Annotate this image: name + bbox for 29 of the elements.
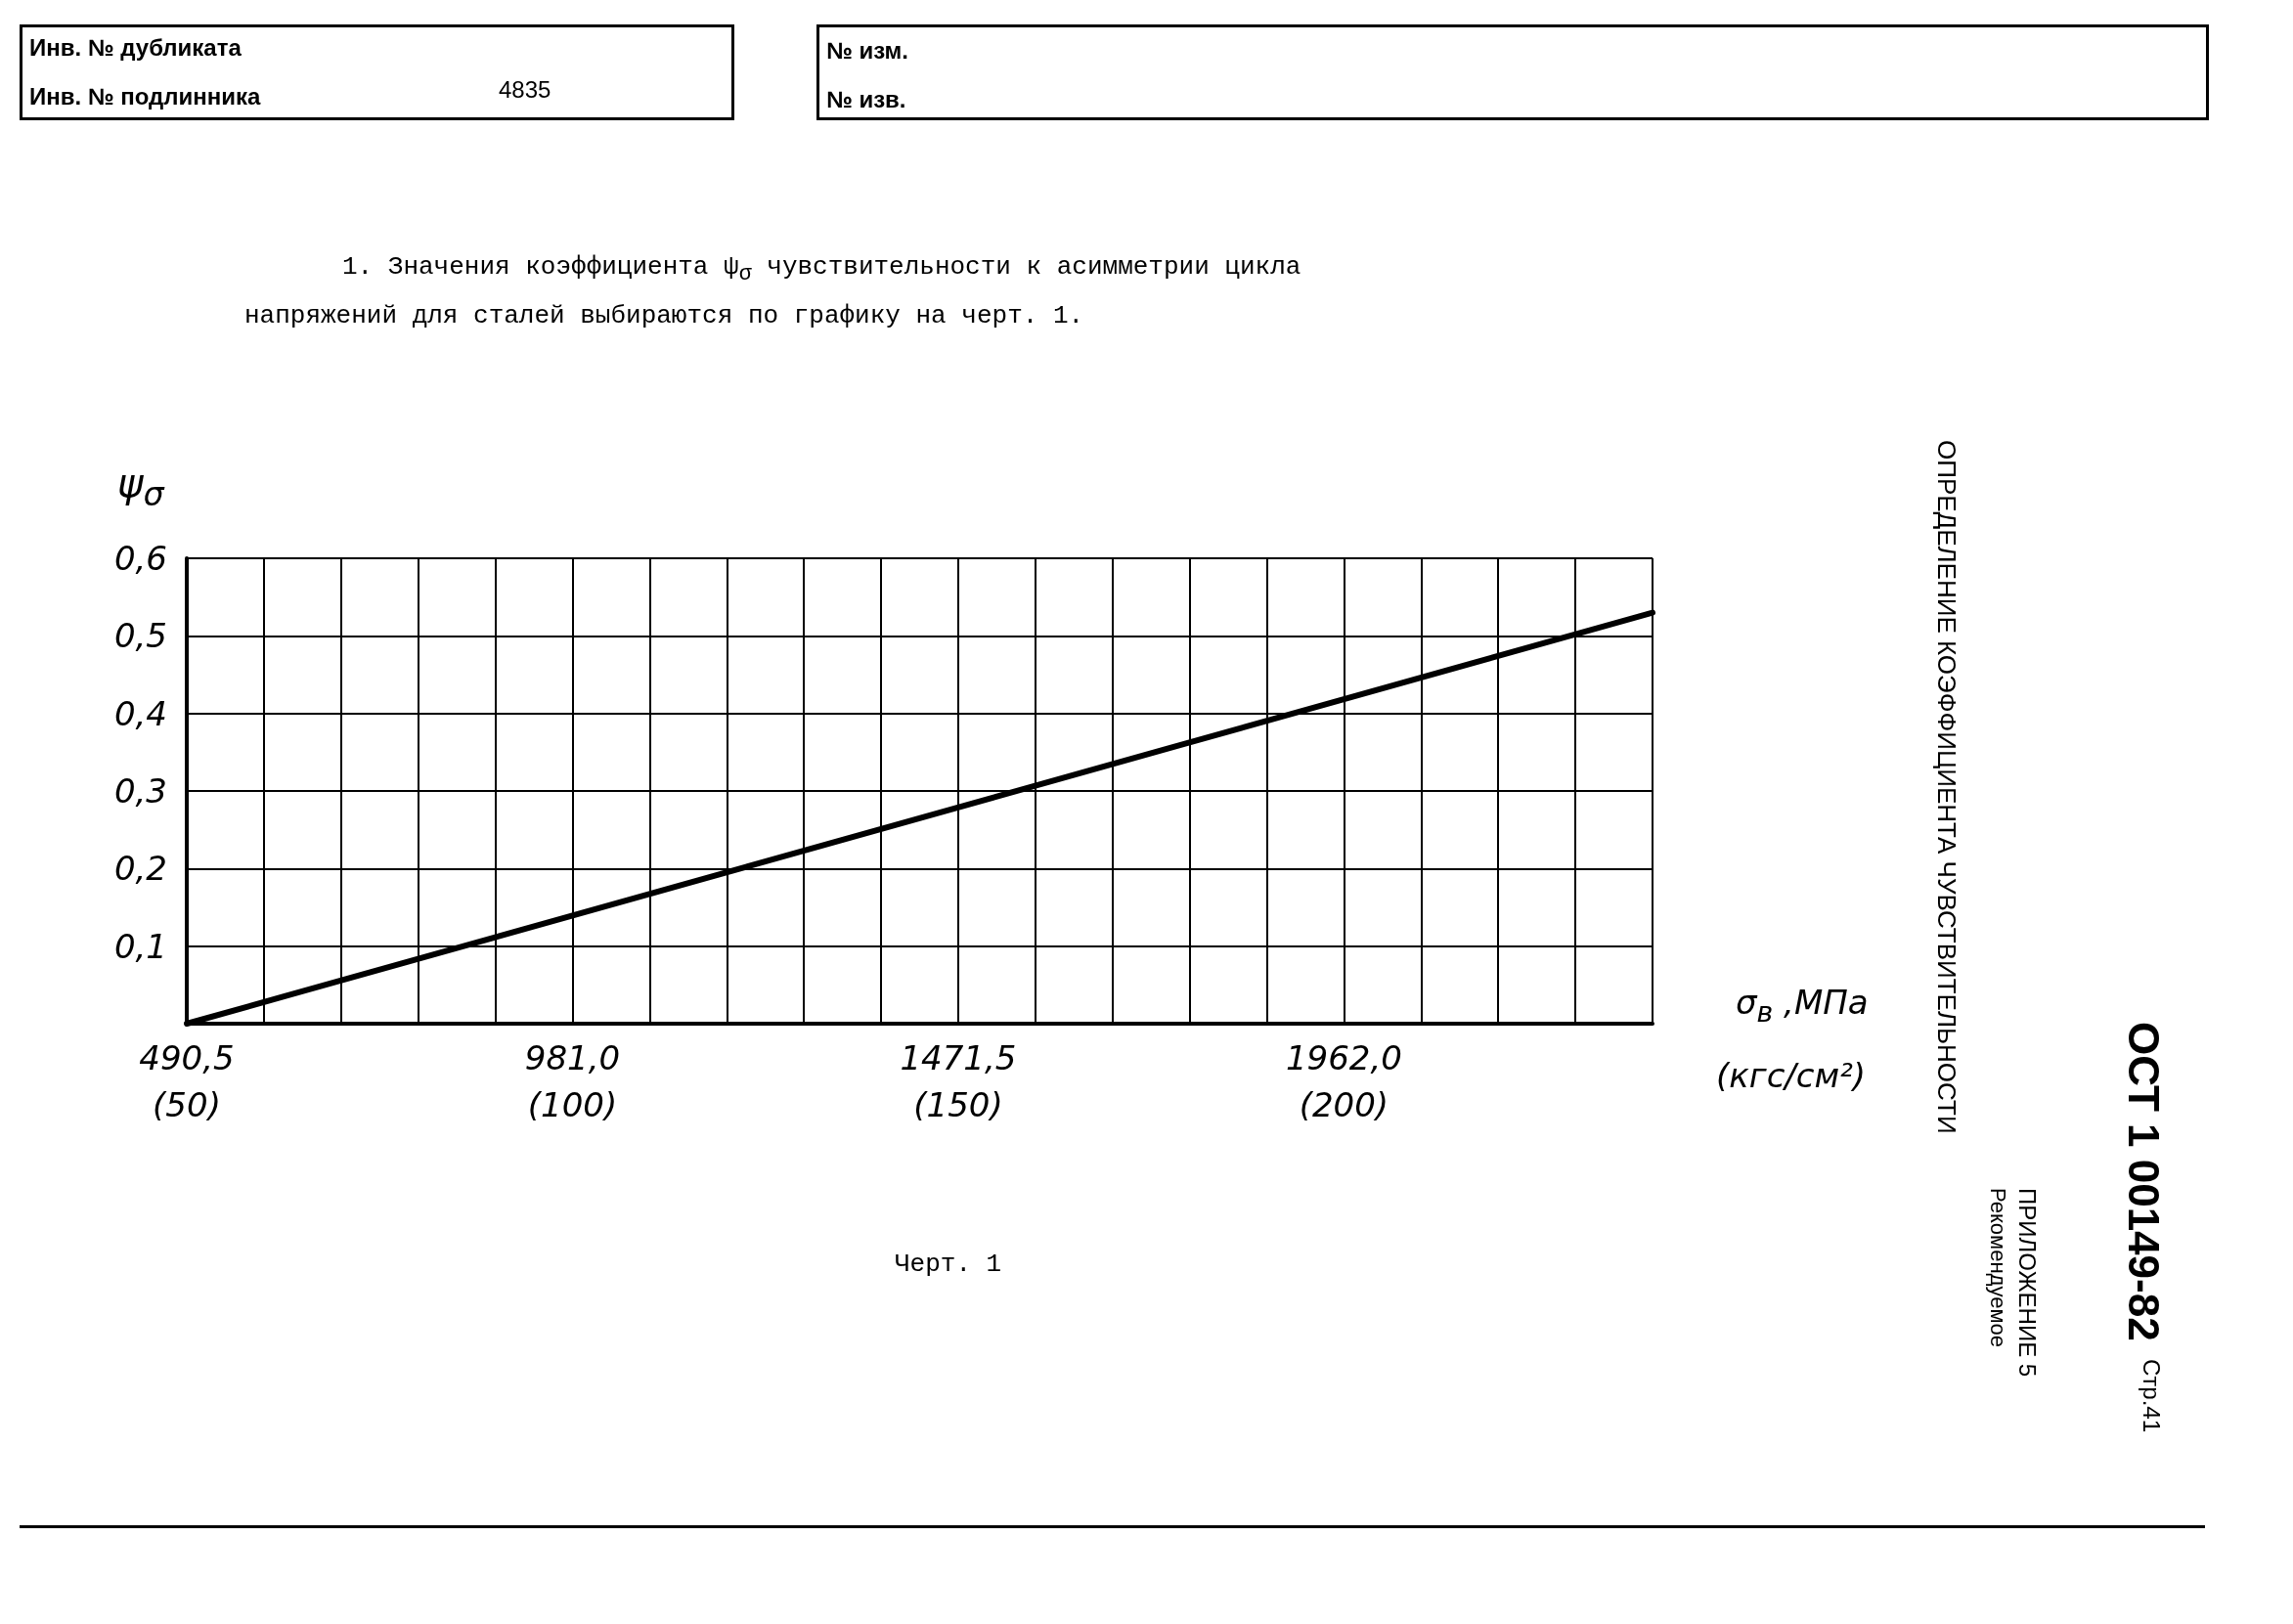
x-tick-label: 1962,0: [1285, 1038, 1402, 1077]
y-tick-label: 0,3: [113, 771, 167, 811]
x-tick-label: 981,0: [524, 1038, 621, 1077]
x2-tick-label: (100): [527, 1085, 618, 1124]
x2-tick-label: (50): [153, 1085, 221, 1124]
text: № изв.: [826, 86, 906, 114]
text: № изм.: [826, 37, 908, 66]
y-tick-label: 0,4: [113, 693, 167, 733]
y-tick-label: 0,1: [113, 926, 167, 966]
y-axis-title: ψ$_{σ}$: [117, 460, 164, 514]
y-tick-label: 0,6: [113, 539, 167, 578]
x2-tick-label: (150): [913, 1085, 1003, 1124]
text: Черт. 1: [895, 1250, 1002, 1281]
x2-axis-title: (кгс/см²): [1716, 1056, 1867, 1096]
text: ОПРЕДЕЛЕНИЕ КОЭФФИЦИЕНТА ЧУВСТВИТЕЛЬНОСТИ: [1931, 440, 1962, 1134]
text: Стр.41: [2137, 1359, 2165, 1433]
text: 4835: [499, 76, 551, 105]
x-tick-label: 1471,5: [900, 1038, 1017, 1077]
y-tick-label: 0,2: [113, 849, 167, 889]
x-axis-title: σ$_{в}$ ,МПа: [1736, 983, 1869, 1030]
text: Инв. № подлинника: [29, 83, 261, 111]
x-tick-label: 490,5: [139, 1038, 235, 1077]
chart-title: 1. Значения коэффициента ψ$_{σ}$ чувствительности к асимметрии цикла напряжений для сталей выбираются по графику на черт. 1.: [244, 251, 1302, 333]
text: ОСТ 1 00149-82: [2118, 1022, 2169, 1341]
y-tick-label: 0,5: [113, 616, 167, 656]
text: Инв. № дубликата: [29, 34, 242, 63]
text: ПРИЛОЖЕНИЕ 5: [2012, 1188, 2041, 1378]
text: Рекомендуемое: [1985, 1188, 2011, 1347]
x2-tick-label: (200): [1299, 1085, 1389, 1124]
